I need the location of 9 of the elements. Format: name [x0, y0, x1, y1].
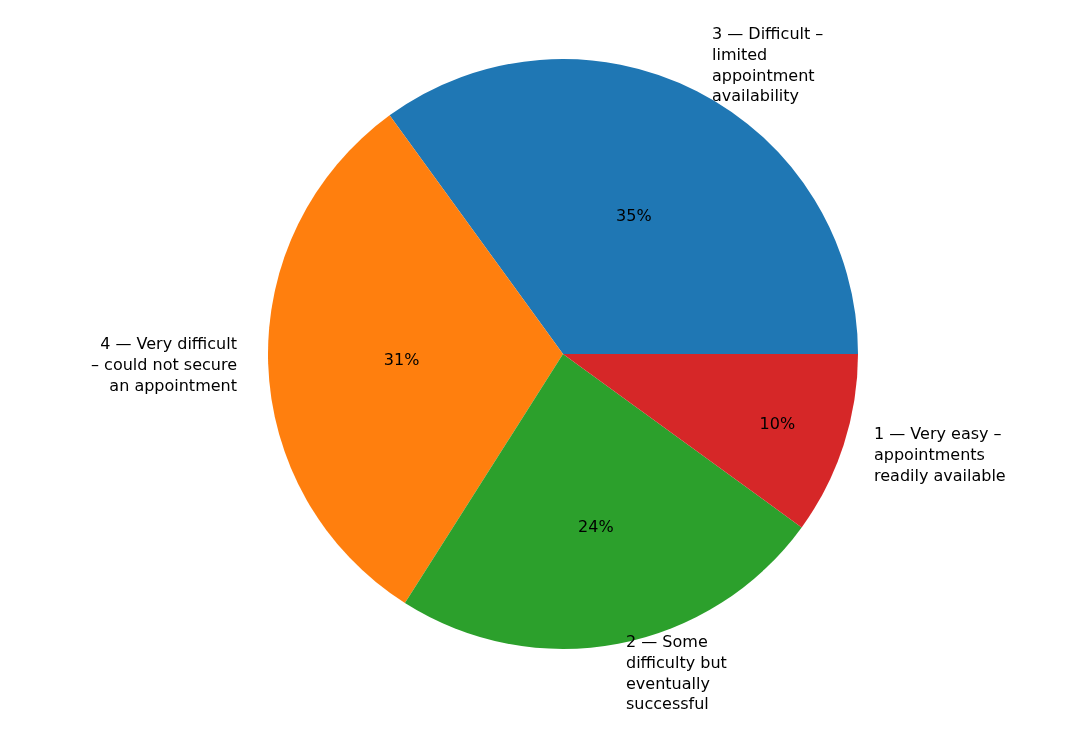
data-label: 24%: [578, 516, 614, 536]
pie-slice: [389, 59, 858, 354]
slice-label: 4 — Very difficult – could not secure an appointment: [91, 334, 237, 395]
data-label: 35%: [616, 205, 652, 225]
slice-label: 1 — Very easy – appointments readily available: [874, 424, 1006, 485]
data-label: 31%: [383, 349, 420, 369]
pie-slice: [268, 115, 563, 604]
data-label: 10%: [759, 414, 796, 434]
slice-label: 3 — Difficult – limited appointment availability: [712, 24, 824, 106]
